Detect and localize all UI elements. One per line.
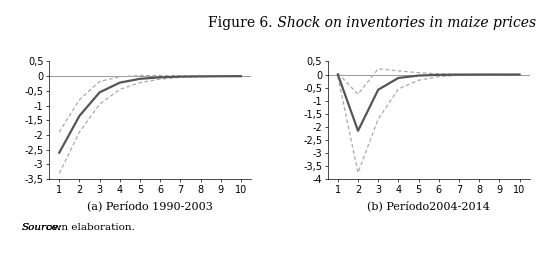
X-axis label: (a) Período 1990-2003: (a) Período 1990-2003 — [87, 200, 213, 211]
Text: Source:: Source: — [22, 223, 62, 232]
Text: Figure 6.: Figure 6. — [209, 16, 273, 30]
Text: Shock on inventories in maize prices: Shock on inventories in maize prices — [273, 16, 536, 30]
X-axis label: (b) Período2004-2014: (b) Período2004-2014 — [367, 200, 490, 211]
Text: own elaboration.: own elaboration. — [43, 223, 135, 232]
Text: Source:: Source: — [22, 223, 62, 232]
